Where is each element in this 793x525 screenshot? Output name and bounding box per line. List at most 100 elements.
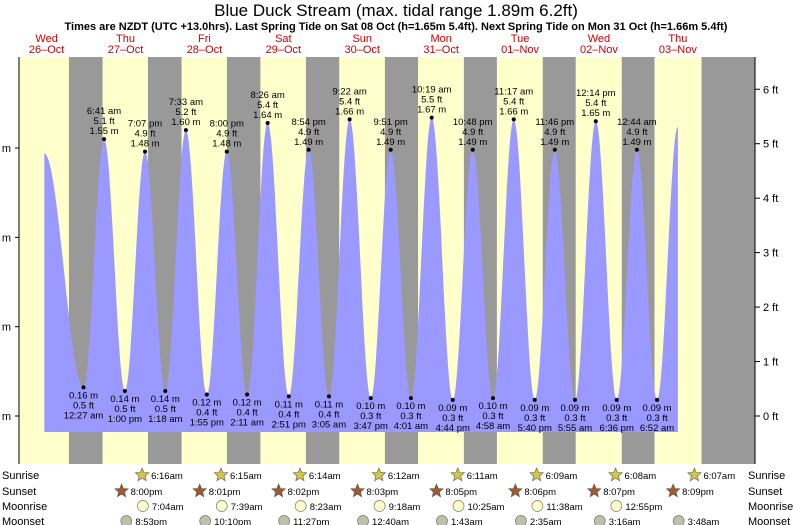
tide-curve <box>44 117 678 432</box>
day-name: Wed <box>588 33 610 45</box>
chart-subtitle: Times are NZDT (UTC +13.0hrs). Last Spri… <box>65 21 728 33</box>
low-tide-label: 0.3 ft <box>360 411 381 422</box>
moonset-time: 1:43am <box>451 517 483 525</box>
left-tick-label: 1.5 m <box>0 143 11 155</box>
moonset-time: 12:40am <box>372 517 409 525</box>
high-tide-label: 9:51 pm <box>373 117 407 128</box>
high-tide-label: 5.2 ft <box>175 107 196 118</box>
low-tide-point <box>326 394 331 399</box>
low-tide-label: 0.11 m <box>275 399 303 410</box>
sunset-star-icon <box>350 483 365 498</box>
low-tide-point <box>204 392 209 397</box>
high-tide-label: 8:54 pm <box>292 117 326 128</box>
high-tide-point <box>511 117 516 122</box>
high-tide-label: 1.67 m <box>417 105 446 116</box>
low-tide-point <box>408 396 413 401</box>
day-date: 28–Oct <box>187 44 222 56</box>
low-tide-label: 1:18 am <box>148 414 182 425</box>
moonrise-time: 8:23am <box>310 502 342 513</box>
low-tide-point <box>122 388 127 393</box>
moonset-circle-icon <box>278 515 290 525</box>
high-tide-label: 1.48 m <box>212 139 241 150</box>
high-tide-point <box>593 119 598 124</box>
moonrise-circle-icon <box>452 500 465 512</box>
low-tide-label: 0.10 m <box>396 401 425 412</box>
high-tide-label: 12:14 pm <box>576 88 616 99</box>
low-tide-label: 0.10 m <box>356 401 385 412</box>
low-tide-label: 0.4 ft <box>196 408 217 419</box>
day-date: 27–Oct <box>108 44 143 56</box>
sunrise-time: 6:08am <box>625 471 657 482</box>
sunset-time: 8:09pm <box>682 487 714 498</box>
sun-star-icon <box>213 467 229 482</box>
high-tide-label: 8:00 pm <box>210 119 244 130</box>
moonrise-circle-icon <box>137 500 149 512</box>
high-tide-label: 1.65 m <box>581 108 610 119</box>
moonset-circle-icon <box>436 515 448 525</box>
sunset-time: 8:06pm <box>524 487 556 498</box>
sunset-time: 8:02pm <box>288 487 320 498</box>
sunset-star-icon <box>507 483 523 498</box>
sunset-time: 8:05pm <box>445 487 477 498</box>
moonrise-time: 7:04am <box>152 502 184 513</box>
moonset-time: 2:35am <box>530 517 562 525</box>
low-tide-label: 4:58 am <box>476 421 510 432</box>
day-date: 01–Nov <box>501 44 539 56</box>
high-tide-label: 1.49 m <box>376 137 405 148</box>
low-tide-point <box>614 397 619 402</box>
day-name: Thu <box>116 33 135 45</box>
high-tide-label: 10:19 am <box>412 85 452 96</box>
moonrise-circle-icon <box>294 500 307 512</box>
low-tide-label: 0.12 m <box>233 398 262 409</box>
low-tide-label: 0.09 m <box>560 403 589 414</box>
sunset-star-icon <box>114 483 129 498</box>
high-tide-label: 5.4 ft <box>257 100 278 111</box>
high-tide-point <box>552 147 557 152</box>
high-tide-label: 1.48 m <box>130 139 159 150</box>
high-tide-label: 4.9 ft <box>216 129 237 140</box>
low-tide-label: 4:44 pm <box>436 423 470 434</box>
right-tick-label: 6 ft <box>763 84 778 96</box>
sunrise-time: 6:11am <box>467 471 498 482</box>
low-tide-label: 0.5 ft <box>73 400 94 411</box>
left-tick-label: 1.0 m <box>0 232 11 244</box>
sunrise-legend-label: Sunrise <box>2 470 39 482</box>
low-tide-label: 1:00 pm <box>108 414 142 425</box>
chart-title: Blue Duck Stream (max. tidal range 1.89m… <box>214 1 578 20</box>
low-tide-point <box>655 397 660 402</box>
right-tick-label: 5 ft <box>763 139 778 151</box>
right-margin-band <box>741 57 755 464</box>
high-tide-label: 8:26 am <box>250 90 284 101</box>
moonset-time: 11:27pm <box>293 517 329 525</box>
moonrise-time: 11:38am <box>546 502 582 513</box>
low-tide-label: 0.3 ft <box>524 413 545 424</box>
moonrise-time: 9:18am <box>389 502 421 513</box>
sunrise-time: 6:16am <box>151 471 183 482</box>
low-tide-point <box>368 396 373 401</box>
high-tide-label: 6:41 am <box>87 106 121 117</box>
high-tide-point <box>429 115 434 120</box>
sunrise-time: 6:07am <box>703 471 735 482</box>
high-tide-point <box>102 137 107 142</box>
high-tide-point <box>634 147 639 152</box>
sunset-time: 8:03pm <box>367 487 399 498</box>
high-tide-label: 7:07 pm <box>128 119 162 130</box>
sun-star-icon <box>529 467 545 482</box>
moonset-time: 10:10pm <box>214 517 251 525</box>
low-tide-label: 0.09 m <box>438 403 467 414</box>
moonset-circle-icon <box>120 515 133 525</box>
sunset-legend-label: Sunset <box>2 486 36 498</box>
moonrise-legend-label-right: Moonrise <box>748 501 793 513</box>
high-tide-point <box>265 120 270 125</box>
moonrise-time: 10:25am <box>468 502 505 513</box>
sunrise-legend-label-right: Sunrise <box>748 470 785 482</box>
high-tide-label: 5.5 ft <box>421 95 442 106</box>
high-tide-label: 11:46 pm <box>535 117 574 128</box>
low-tide-point <box>450 397 455 402</box>
high-tide-label: 1.66 m <box>335 106 364 117</box>
low-tide-label: 0.3 ft <box>646 413 667 424</box>
low-tide-label: 6:52 am <box>640 423 674 434</box>
low-tide-label: 0.3 ft <box>400 411 421 422</box>
low-tide-label: 12:27 am <box>64 410 104 421</box>
